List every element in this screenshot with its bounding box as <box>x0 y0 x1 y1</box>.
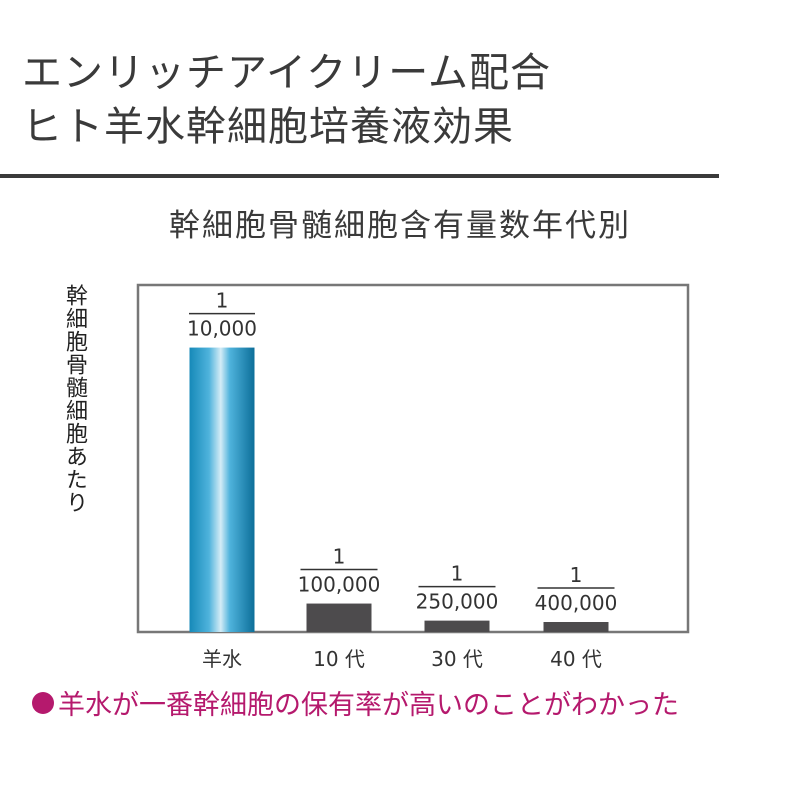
x-tick-label-1: 10 代 <box>313 647 365 671</box>
page-title: エンリッチアイクリーム配合 ヒト羊水幹細胞培養液効果 <box>22 46 551 154</box>
x-tick-label-0: 羊水 <box>202 647 242 671</box>
data-label-numerator-1: 1 <box>333 545 346 569</box>
data-label-numerator-2: 1 <box>451 562 464 586</box>
bullet-dot-icon <box>32 691 54 714</box>
title-line-1: エンリッチアイクリーム配合 <box>22 50 551 96</box>
data-label-denominator-2: 250,000 <box>416 590 499 614</box>
title-divider <box>0 174 719 178</box>
bar-1 <box>306 603 372 632</box>
data-label-denominator-1: 100,000 <box>298 573 381 597</box>
data-label-numerator-0: 1 <box>216 289 229 313</box>
data-label-denominator-0: 10,000 <box>187 317 257 341</box>
title-line-2: ヒト羊水幹細胞培養液効果 <box>22 104 514 150</box>
bar-0 <box>189 347 255 632</box>
chart-title: 幹細胞骨髄細胞含有量数年代別 <box>169 208 631 244</box>
data-label-numerator-3: 1 <box>570 563 583 587</box>
bar-2 <box>424 620 490 632</box>
bar-3 <box>543 622 609 632</box>
x-tick-label-3: 40 代 <box>550 647 602 671</box>
conclusion-note: 羊水が一番幹細胞の保有率が高いのことがわかった <box>32 683 679 722</box>
x-tick-label-2: 30 代 <box>431 647 483 671</box>
data-label-denominator-3: 400,000 <box>535 591 618 615</box>
conclusion-text: 羊水が一番幹細胞の保有率が高いのことがわかった <box>58 690 679 721</box>
y-axis-label: 幹細胞骨髄細胞あたり <box>62 284 87 514</box>
plot-frame <box>136 283 690 634</box>
